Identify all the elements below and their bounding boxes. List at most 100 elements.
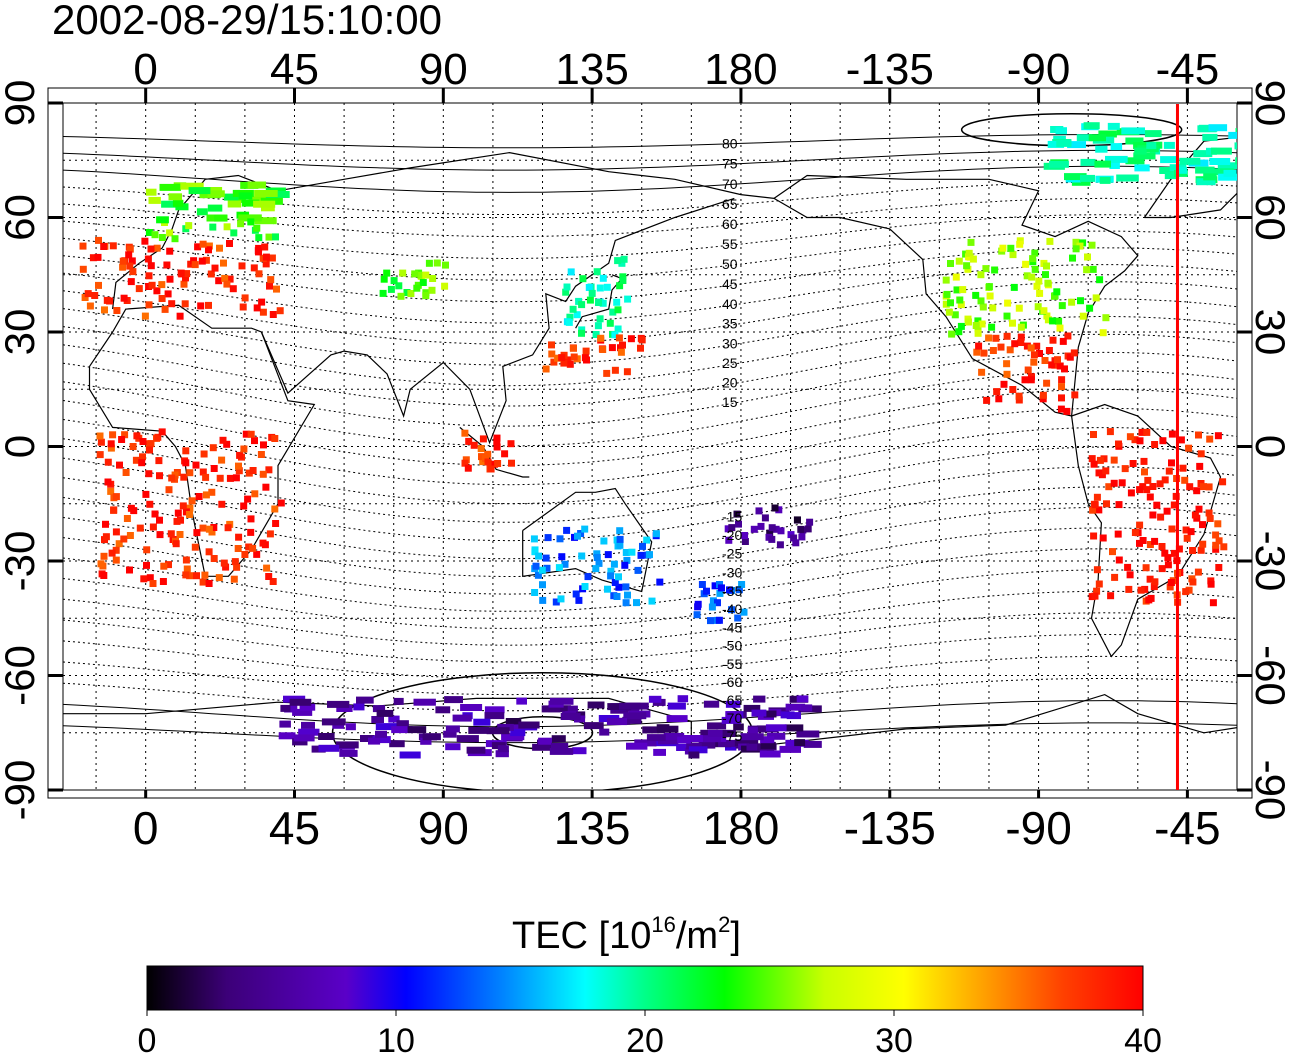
tec-cell [1151,441,1159,448]
tec-cell [129,268,137,276]
tec-cell [1015,304,1023,312]
tec-cell [985,334,993,342]
tec-cell [611,331,619,339]
tec-cell [260,441,267,449]
tec-cell [623,556,631,564]
tec-cell [619,277,627,284]
tec-cell [726,586,733,594]
tec-cell [1240,148,1258,155]
north-pole-contour [960,112,1183,147]
tec-cell [1056,362,1064,370]
tec-cell [616,541,624,549]
tec-cell [618,259,626,267]
tec-cell [251,490,259,498]
tec-cell [1197,450,1205,458]
tec-cell [205,242,213,250]
tec-cell [1143,428,1151,436]
tec-cell [1212,541,1220,549]
tec-cell [608,344,616,352]
tec-cell [1099,329,1107,337]
tec-cell [94,253,102,261]
tec-cell [397,292,405,300]
tec-cell [1127,489,1135,497]
tec-cell [148,196,161,204]
tec-cell [1126,433,1134,441]
tec-cell [556,535,564,543]
tec-cell [1146,142,1157,150]
tec-cell [1058,376,1066,384]
tec-cell [989,304,997,312]
tec-cell [255,234,263,242]
tec-cell [403,289,411,296]
tec-cell [652,530,660,538]
tec-cell [1059,337,1067,345]
tec-cell [624,591,631,599]
tec-cell [1072,245,1080,253]
tec-cell [1044,316,1052,324]
tec-cell [465,437,473,445]
tec-cell [507,440,515,448]
tec-cell [389,740,405,748]
tec-cell [464,464,472,472]
tec-cell [265,466,273,474]
tec-cell [784,724,804,732]
top-tick-label: -90 [1007,45,1071,94]
tec-cell [1211,147,1232,155]
tec-cell [581,583,589,590]
tec-cell [393,697,404,705]
tec-cell [425,259,433,267]
tec-cell [1187,528,1195,536]
tec-cell [1262,161,1285,168]
tec-cell [183,565,191,573]
tec-cell [637,551,645,559]
colorbar-title-unit: /m [676,915,718,957]
map-title: 2002-08-29/15:10:00 [52,0,442,43]
tec-cell [746,743,767,751]
colorbar [146,965,1144,1011]
tec-cell [104,458,112,466]
tec-cell [1009,319,1016,327]
tec-cell [442,261,449,269]
tec-cell [1183,534,1191,542]
tec-cell [1134,164,1150,172]
tec-cell [734,614,742,622]
tec-cell [1205,483,1213,491]
tec-cell [122,469,130,476]
tec-cell [202,491,210,499]
tec-cell [100,572,108,579]
tec-cell [210,555,218,562]
tec-cell [615,583,623,591]
tec-cell [1196,462,1204,470]
tec-cell [964,265,972,273]
tec-cell [575,596,583,604]
tec-cell [1166,583,1174,591]
tec-cell [456,735,479,743]
tec-cell [79,242,87,250]
contour-label: 45 [722,276,738,292]
tec-cell [180,280,188,288]
tec-cell [223,440,231,448]
tec-cell [375,730,387,738]
tec-cell [148,281,156,289]
tec-cell [648,695,662,703]
tec-cell [145,301,153,309]
tec-cell [1147,594,1155,602]
tec-cell [1143,486,1151,494]
tec-cell [375,723,399,731]
contour-line [63,133,1237,149]
tec-cell [714,599,721,607]
tec-cell [572,590,580,598]
tec-cell [237,220,245,228]
tec-cell [279,720,291,728]
tec-cell [1244,157,1266,164]
tec-cell [1064,173,1087,181]
tec-cell [624,295,632,303]
tec-cell [123,515,131,522]
tec-cell [399,269,407,277]
tec-cell [79,265,87,273]
outer-frame [47,87,1253,799]
tec-cell [138,459,146,467]
tec-cell [155,457,163,465]
tec-cell [209,223,217,231]
tec-cell [238,262,246,270]
